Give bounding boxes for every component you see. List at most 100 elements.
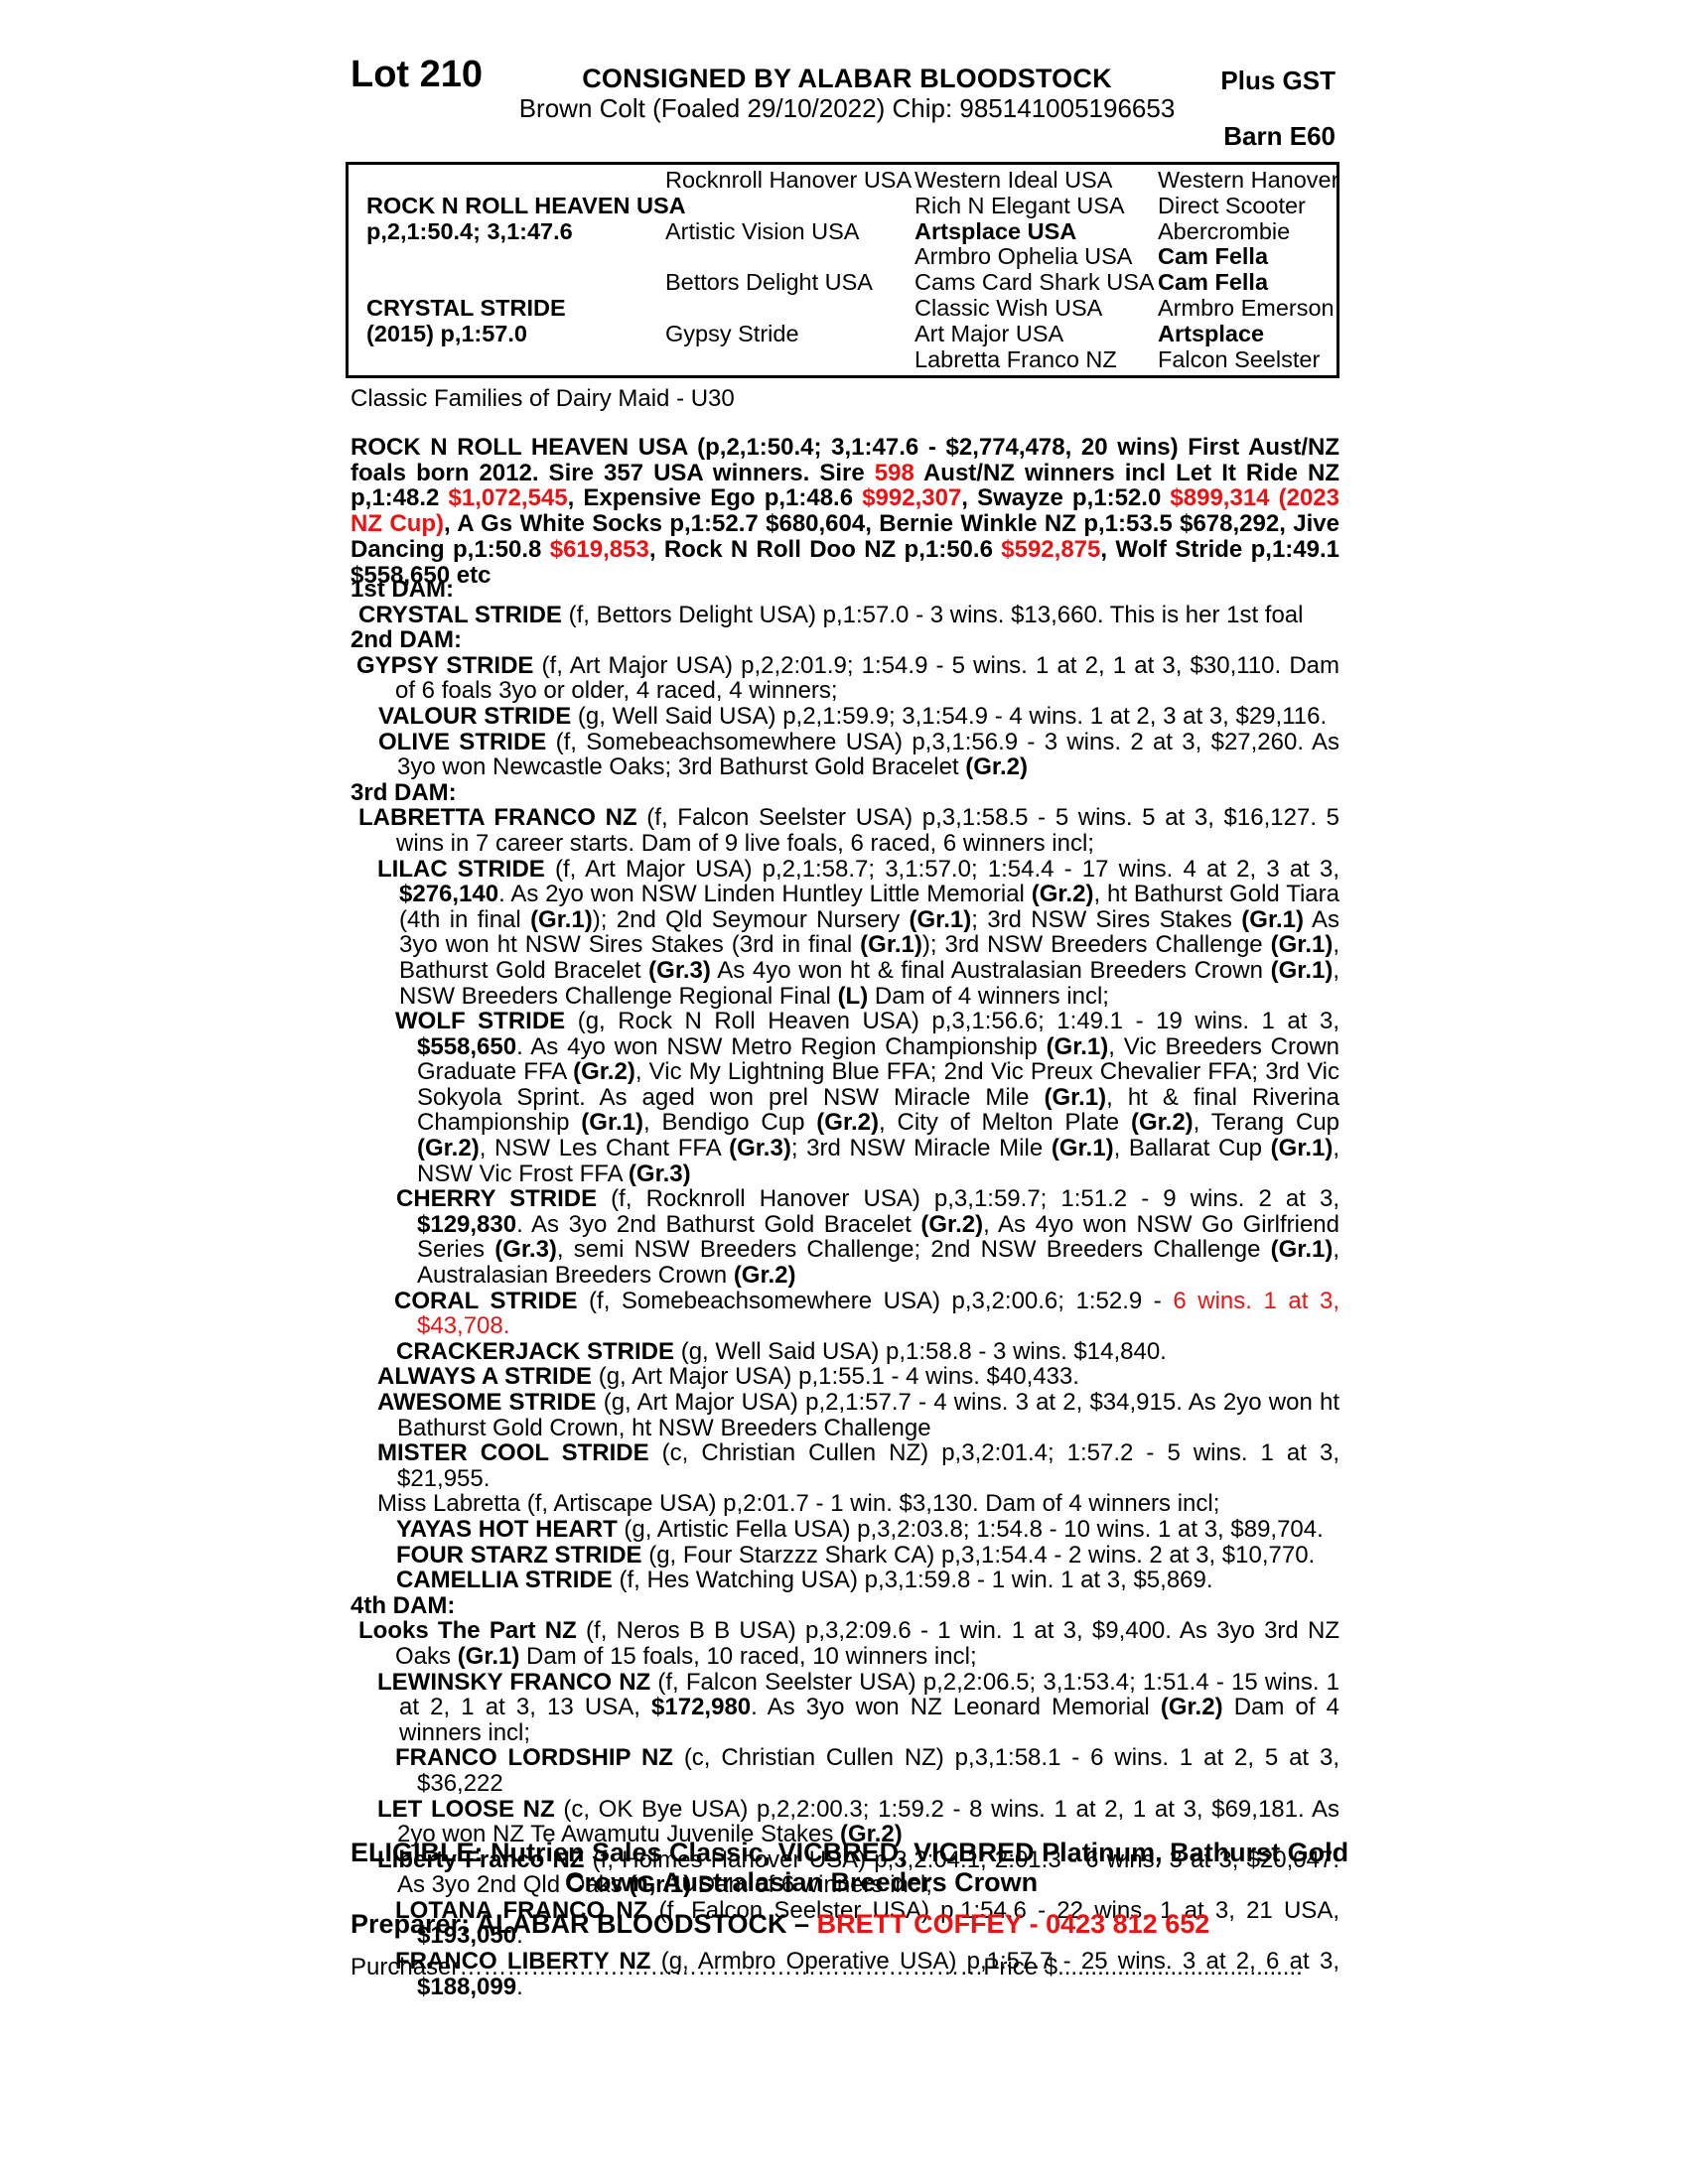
text-segment: Preparer: ALABAR BLOODSTOCK – <box>351 1909 817 1939</box>
text-segment: , Rock N Roll Doo NZ p,1:50.6 <box>648 535 1002 563</box>
text-segment: $129,830 <box>417 1210 517 1238</box>
pedigree-ancestor: Western Hanover <box>1158 167 1339 193</box>
family-note: Classic Families of Dairy Maid - U30 <box>351 385 735 412</box>
text-segment: (f, Art Major USA) p,2,2:01.9; 1:54.9 - … <box>395 651 1339 705</box>
text-segment: , Terang Cup <box>1193 1109 1340 1137</box>
text-segment: (f, Falcon Seelster USA) p,3,1:58.5 - 5 … <box>396 804 1339 857</box>
pedigree-entry: CAMELLIA STRIDE (f, Hes Watching USA) p,… <box>351 1568 1339 1593</box>
text-segment: , Expensive Ego p,1:48.6 <box>567 484 863 512</box>
text-segment: , A Gs White Socks p,1:52.7 $680,604, Be… <box>351 510 1339 563</box>
text-segment: . As 4yo won NSW Metro Region Championsh… <box>516 1032 1047 1060</box>
pedigree-entry: LEWINSKY FRANCO NZ (f, Falcon Seelster U… <box>351 1668 1340 1746</box>
pedigree-entry: FOUR STARZ STRIDE (g, Four Starzzz Shark… <box>351 1541 1339 1569</box>
text-segment: (c, Christian Cullen NZ) p,3,2:01.4; 1:5… <box>397 1439 1339 1492</box>
text-segment: (Gr.1) <box>1270 1135 1334 1162</box>
pedigree-ancestor: Gypsy Stride <box>665 320 799 346</box>
pedigree-entry: ALWAYS A STRIDE (g, Art Major USA) p,1:5… <box>351 1364 1339 1390</box>
purchaser-price-line: Purchaser…………………………………………………………Price $..… <box>351 1954 1343 1981</box>
pedigree-ancestor: Cams Card Shark USA <box>914 269 1155 296</box>
text-segment: FRANCO LIBERTY NZ <box>395 1948 651 1976</box>
pedigree-entry: LILAC STRIDE (f, Art Major USA) p,2,1:58… <box>351 855 1339 1010</box>
text-segment: ALWAYS A STRIDE <box>377 1363 593 1391</box>
pedigree-ancestor: Cam Fella <box>1158 243 1269 270</box>
text-segment: (f, Falcon Seelster USA) p,2,2:06.5; 3,1… <box>399 1668 1340 1721</box>
dam-section-heading: 3rd DAM: <box>351 779 1339 806</box>
pedigree-entry: OLIVE STRIDE (f, Somebeachsomewhere USA)… <box>351 729 1339 781</box>
pedigree-ancestor: ROCK N ROLL HEAVEN USA <box>366 192 686 218</box>
text-segment: (Gr.1) <box>909 905 972 933</box>
text-segment: Aust/NZ winners incl Let It Ride NZ p,1:… <box>351 459 1339 512</box>
text-segment: (Gr.1) <box>530 905 593 933</box>
text-segment: LILAC STRIDE <box>377 855 545 883</box>
text-segment: (g, Well Said USA) p,1:58.8 - 3 wins. $1… <box>674 1337 1167 1365</box>
pedigree-entry: CRACKERJACK STRIDE (g, Well Said USA) p,… <box>351 1339 1339 1365</box>
text-segment: . As 2yo won NSW Linden Huntley Little M… <box>498 881 1032 908</box>
pedigree-entry: LET LOOSE NZ (c, OK Bye USA) p,2,2:00.3;… <box>351 1796 1339 1848</box>
horse-description: Brown Colt (Foaled 29/10/2022) Chip: 985… <box>518 93 1176 123</box>
text-segment: BRETT COFFEY - 0423 812 652 <box>816 1909 1210 1939</box>
text-segment: (f, Falcon Seelster USA) p,1:54.6 - 22 w… <box>647 1896 1339 1924</box>
text-segment: $188,099 <box>417 1973 517 2000</box>
text-segment: CAMELLIA STRIDE <box>396 1567 613 1594</box>
text-segment: (Gr.2) <box>573 1058 635 1086</box>
text-segment: $193,050 <box>417 1922 517 1950</box>
lot-number: Lot 210 <box>351 54 484 95</box>
text-segment: (Gr.1) <box>1046 1032 1109 1060</box>
pedigree-entry: MISTER COOL STRIDE (c, Christian Cullen … <box>351 1440 1339 1491</box>
pedigree-ancestor: Armbro Ophelia USA <box>914 243 1133 270</box>
text-segment: 598 <box>874 459 914 486</box>
text-segment: (g, Armbro Operative USA) p,1:57.7 - 25 … <box>650 1948 1339 1976</box>
text-segment: . <box>516 1973 523 2000</box>
text-segment: (g, Rock N Roll Heaven USA) p,3,1:56.6; … <box>565 1008 1339 1035</box>
preparer-line: Preparer: ALABAR BLOODSTOCK – BRETT COFF… <box>351 1909 1209 1940</box>
pedigree-table: ROCK N ROLL HEAVEN USA p,2,1:50.4; 3,1:47… <box>346 162 1339 379</box>
text-segment: As 3yo won ht NSW Sires Stakes (3rd in f… <box>399 905 1339 959</box>
text-segment: . As 3yo 2nd Bathurst Gold Bracelet <box>516 1210 921 1238</box>
consignor-title: CONSIGNED BY ALABAR BLOODSTOCK <box>582 64 1112 93</box>
dam-section-heading: 1st DAM: <box>351 577 1339 603</box>
dam-pedigree-list: 1st DAM: CRYSTAL STRIDE (f, Bettors Delig… <box>351 577 1339 1999</box>
text-segment: $619,853 <box>549 535 649 563</box>
pedigree-entry: FRANCO LIBERTY NZ (g, Armbro Operative U… <box>351 1949 1339 1999</box>
text-segment: , Bathurst Gold Bracelet <box>399 931 1339 984</box>
text-segment: (Gr.2) <box>965 753 1028 781</box>
text-segment: (f, Hes Watching USA) p,3,1:59.8 - 1 win… <box>612 1567 1213 1594</box>
text-segment: ; 3rd NSW Miracle Mile <box>790 1135 1052 1162</box>
text-segment: FOUR STARZ STRIDE <box>396 1541 642 1569</box>
pedigree-entry: Liberty Franco NZ (f, Holmes Hanover USA… <box>351 1846 1339 1898</box>
pedigree-ancestor: Cam Fella <box>1158 269 1269 296</box>
pedigree-entry: WOLF STRIDE (g, Rock N Roll Heaven USA) … <box>351 1009 1339 1186</box>
pedigree-entry: Looks The Part NZ (f, Neros B B USA) p,3… <box>351 1618 1339 1669</box>
pedigree-ancestor: Labretta Franco NZ <box>914 345 1117 372</box>
pedigree-entry: CRYSTAL STRIDE (f, Bettors Delight USA) … <box>351 602 1339 628</box>
text-segment: (Gr.2) <box>1160 1694 1223 1721</box>
text-segment: $592,875 <box>1001 535 1101 563</box>
pedigree-ancestor: Armbro Emerson <box>1158 294 1335 321</box>
text-segment: (Gr.2) <box>840 1821 903 1848</box>
pedigree-entry: CORAL STRIDE (f, Somebeachsomewhere USA)… <box>351 1287 1339 1340</box>
text-segment: (g, Four Starzzz Shark CA) p,3,1:54.4 - … <box>641 1541 1316 1569</box>
text-segment: $1,072,545 <box>448 484 568 512</box>
eligibility-line-1: ELIGIBLE: Nutrien Sales Classic, VICBRED… <box>351 1838 1349 1867</box>
text-segment: , semi NSW Breeders Challenge; 2nd NSW B… <box>556 1236 1271 1264</box>
text-segment: $899,314 (2023 NZ Cup) <box>351 484 1340 538</box>
text-segment: . <box>516 1922 523 1950</box>
text-segment: (c, Christian Cullen NZ) p,3,1:58.1 - 6 … <box>417 1744 1339 1797</box>
pedigree-ancestor: Artistic Vision USA <box>665 217 860 244</box>
sire-summary-paragraph: ROCK N ROLL HEAVEN USA (p,2,1:50.4; 3,1:… <box>351 435 1339 588</box>
text-segment: (Gr.3) <box>628 1160 691 1187</box>
text-segment: , Bendigo Cup <box>642 1109 817 1137</box>
dam-section-heading: 4th DAM: <box>351 1592 1339 1619</box>
text-segment: (Gr.1) <box>1270 1236 1334 1264</box>
text-segment: (Gr.2) <box>1130 1109 1194 1137</box>
text-segment: , Australasian Breeders Crown <box>417 1236 1339 1290</box>
text-segment: (Gr.1) <box>860 931 922 959</box>
text-segment: , Vic My Lightning Blue FFA; 2nd Vic Pre… <box>417 1058 1339 1111</box>
pedigree-entry: AWESOME STRIDE (g, Art Major USA) p,2,1:… <box>351 1390 1339 1440</box>
text-segment: 6 wins. 1 at 3, $43,708. <box>417 1287 1339 1340</box>
text-segment: Purchaser <box>351 1954 460 1980</box>
text-segment: . As 3yo won NZ Leonard Memorial <box>751 1694 1161 1721</box>
pedigree-entry: CHERRY STRIDE (f, Rocknroll Hanover USA)… <box>351 1186 1339 1288</box>
text-segment: (Gr.3) <box>494 1236 557 1264</box>
